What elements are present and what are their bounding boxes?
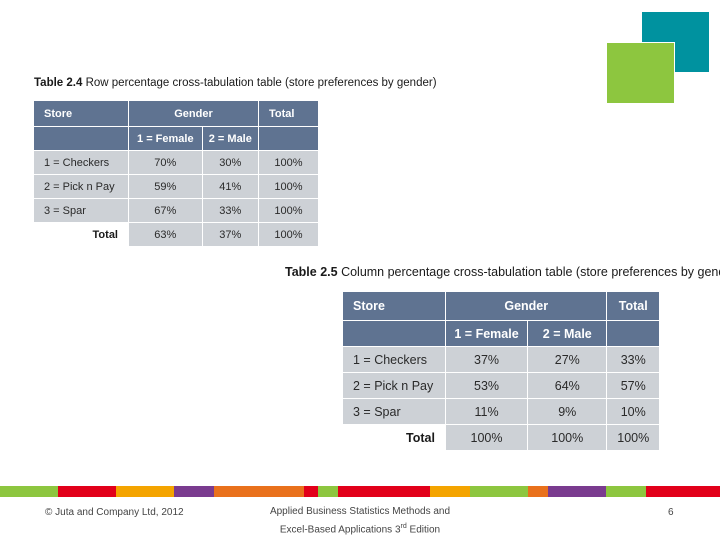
footer-bar-segment bbox=[338, 486, 430, 497]
header-blank bbox=[33, 126, 129, 151]
footer-bar-segment bbox=[470, 486, 528, 497]
footer-bar-segment bbox=[528, 486, 548, 497]
female-total-cell: 63% bbox=[128, 222, 203, 247]
male-cell: 64% bbox=[527, 372, 608, 399]
total-row: Total 63% 37% 100% bbox=[33, 222, 319, 247]
decorative-green-square bbox=[606, 42, 675, 104]
header-blank bbox=[342, 320, 446, 347]
row-percentage-table: Store Gender Total 1 = Female 2 = Male 1… bbox=[33, 100, 319, 247]
header-male: 2 = Male bbox=[527, 320, 608, 347]
total-label: Total bbox=[33, 222, 129, 247]
total-cell: 33% bbox=[606, 346, 660, 373]
footer-bar-segment bbox=[116, 486, 174, 497]
header-gender: Gender bbox=[444, 291, 608, 321]
store-cell: 3 = Spar bbox=[33, 198, 129, 223]
footer-bar-segment bbox=[646, 486, 720, 497]
male-total-cell: 37% bbox=[201, 222, 260, 247]
female-cell: 37% bbox=[444, 346, 529, 373]
female-cell: 67% bbox=[128, 198, 203, 223]
copyright-text: © Juta and Company Ltd, 2012 bbox=[45, 507, 184, 518]
total-cell: 100% bbox=[258, 198, 319, 223]
male-cell: 27% bbox=[527, 346, 608, 373]
book-title: Applied Business Statistics Methods and … bbox=[260, 504, 460, 537]
store-cell: 2 = Pick n Pay bbox=[342, 372, 446, 399]
male-cell: 9% bbox=[527, 398, 608, 425]
footer-bar-segment bbox=[318, 486, 338, 497]
table-2-5-caption: Table 2.5 Column percentage cross-tabula… bbox=[285, 265, 720, 279]
header-female: 1 = Female bbox=[444, 320, 529, 347]
female-cell: 70% bbox=[128, 150, 203, 175]
table-row: 3 = Spar 67% 33% 100% bbox=[33, 198, 319, 223]
total-cell: 100% bbox=[258, 174, 319, 199]
male-total-cell: 100% bbox=[527, 424, 608, 451]
table-row: 1 = Checkers 37% 27% 33% bbox=[342, 346, 660, 373]
female-total-cell: 100% bbox=[444, 424, 529, 451]
page-number: 6 bbox=[668, 507, 674, 518]
book-title-line-2: Excel-Based Applications 3rd Edition bbox=[279, 523, 441, 536]
footer-bar-segment bbox=[304, 486, 318, 497]
header-blank bbox=[258, 126, 319, 151]
table-2-4-label: Table 2.4 bbox=[34, 77, 83, 89]
footer-bar-segment bbox=[606, 486, 646, 497]
header-total: Total bbox=[258, 100, 319, 127]
total-row: Total 100% 100% 100% bbox=[342, 424, 660, 451]
header-total: Total bbox=[606, 291, 660, 321]
header-blank bbox=[606, 320, 660, 347]
total-label: Total bbox=[342, 424, 446, 451]
footer-bar-segment bbox=[58, 486, 116, 497]
table-row: 3 = Spar 11% 9% 10% bbox=[342, 398, 660, 425]
table-row: 1 = Checkers 70% 30% 100% bbox=[33, 150, 319, 175]
footer-bar-segment bbox=[174, 486, 214, 497]
table-2-5-label: Table 2.5 bbox=[285, 265, 338, 279]
grand-total-cell: 100% bbox=[606, 424, 660, 451]
total-cell: 10% bbox=[606, 398, 660, 425]
total-cell: 100% bbox=[258, 150, 319, 175]
footer-bar-segment bbox=[430, 486, 470, 497]
female-cell: 53% bbox=[444, 372, 529, 399]
footer-color-bar bbox=[0, 486, 720, 497]
table-2-4-caption: Table 2.4 Row percentage cross-tabulatio… bbox=[34, 77, 437, 89]
header-male: 2 = Male bbox=[201, 126, 260, 151]
table-row: 2 = Pick n Pay 59% 41% 100% bbox=[33, 174, 319, 199]
header-store: Store bbox=[33, 100, 129, 127]
header-female: 1 = Female bbox=[128, 126, 203, 151]
male-cell: 30% bbox=[201, 150, 260, 175]
store-cell: 1 = Checkers bbox=[33, 150, 129, 175]
footer-bar-segment bbox=[548, 486, 606, 497]
female-cell: 11% bbox=[444, 398, 529, 425]
male-cell: 41% bbox=[201, 174, 260, 199]
table-2-5-title: Column percentage cross-tabulation table… bbox=[341, 265, 720, 279]
store-cell: 1 = Checkers bbox=[342, 346, 446, 373]
header-store: Store bbox=[342, 291, 446, 321]
table-row: 2 = Pick n Pay 53% 64% 57% bbox=[342, 372, 660, 399]
book-title-line-1: Applied Business Statistics Methods and bbox=[269, 506, 451, 517]
column-percentage-table: Store Gender Total 1 = Female 2 = Male 1… bbox=[342, 291, 660, 451]
male-cell: 33% bbox=[201, 198, 260, 223]
total-cell: 57% bbox=[606, 372, 660, 399]
grand-total-cell: 100% bbox=[258, 222, 319, 247]
footer-bar-segment bbox=[0, 486, 58, 497]
table-2-4-title: Row percentage cross-tabulation table (s… bbox=[85, 77, 437, 89]
header-gender: Gender bbox=[128, 100, 259, 127]
female-cell: 59% bbox=[128, 174, 203, 199]
footer-bar-segment bbox=[214, 486, 304, 497]
store-cell: 3 = Spar bbox=[342, 398, 446, 425]
store-cell: 2 = Pick n Pay bbox=[33, 174, 129, 199]
